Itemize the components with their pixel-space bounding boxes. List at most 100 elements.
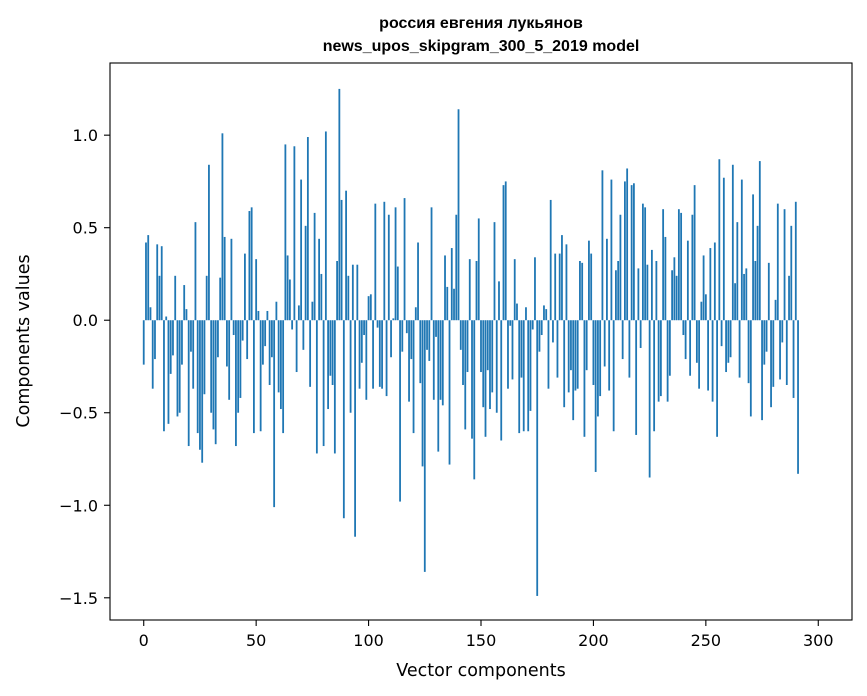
bar-50 xyxy=(255,259,258,321)
bar-231 xyxy=(662,209,665,321)
plot-frame xyxy=(109,62,853,621)
bar-19 xyxy=(185,309,188,321)
bar-75 xyxy=(311,301,314,321)
y-tick-label: −1.5 xyxy=(59,589,98,608)
bar-123 xyxy=(419,320,422,384)
bar-201 xyxy=(594,320,597,472)
bar-187 xyxy=(563,320,566,408)
bar-64 xyxy=(286,255,289,321)
bar-73 xyxy=(306,137,309,321)
bar-133 xyxy=(441,320,444,406)
bar-216 xyxy=(628,320,631,378)
bar-121 xyxy=(414,307,417,321)
bar-198 xyxy=(588,240,590,321)
bar-155 xyxy=(491,320,494,393)
x-tick-label: 250 xyxy=(691,631,722,650)
bar-31 xyxy=(212,320,215,430)
bar-165 xyxy=(513,259,516,321)
bar-84 xyxy=(331,320,334,385)
bar-237 xyxy=(675,275,678,321)
bar-37 xyxy=(226,320,228,367)
bar-128 xyxy=(430,207,433,321)
bar-94 xyxy=(354,320,356,537)
bar-1 xyxy=(145,242,147,321)
bar-251 xyxy=(707,320,709,391)
x-tick-label: 0 xyxy=(139,631,149,650)
bar-268 xyxy=(745,268,748,321)
bar-250 xyxy=(704,294,707,321)
bar-57 xyxy=(270,320,273,358)
bar-244 xyxy=(691,214,694,321)
bar-283 xyxy=(779,320,781,380)
bar-99 xyxy=(365,320,368,400)
bar-18 xyxy=(183,285,186,321)
bar-243 xyxy=(689,320,692,376)
bar-220 xyxy=(637,268,640,321)
bar-206 xyxy=(606,238,608,321)
bar-49 xyxy=(253,320,255,434)
bar-47 xyxy=(248,211,251,321)
bar-270 xyxy=(749,320,752,417)
bar-219 xyxy=(635,320,638,435)
bar-284 xyxy=(781,320,784,343)
bar-291 xyxy=(797,320,799,474)
bar-134 xyxy=(444,255,446,321)
y-tick-label: −1.0 xyxy=(59,496,98,515)
bar-67 xyxy=(293,146,296,321)
bar-173 xyxy=(531,320,534,330)
bar-58 xyxy=(273,320,276,508)
bar-257 xyxy=(720,320,723,347)
bar-6 xyxy=(156,244,159,321)
bar-193 xyxy=(576,320,579,389)
bar-232 xyxy=(664,236,667,321)
bar-254 xyxy=(713,242,716,321)
x-tick-label: 150 xyxy=(466,631,497,650)
bar-104 xyxy=(376,320,379,328)
bar-44 xyxy=(241,320,244,341)
bar-149 xyxy=(477,218,480,321)
bar-26 xyxy=(201,320,204,463)
bar-211 xyxy=(617,261,620,321)
bar-162 xyxy=(507,320,509,389)
y-tick-label: −0.5 xyxy=(59,404,98,423)
bar-249 xyxy=(702,255,705,321)
bar-4 xyxy=(151,320,154,389)
bar-156 xyxy=(493,222,496,321)
bar-267 xyxy=(743,273,745,321)
bar-34 xyxy=(219,277,222,321)
bar-91 xyxy=(347,275,350,321)
bar-76 xyxy=(313,212,316,321)
bar-159 xyxy=(500,320,503,441)
bar-81 xyxy=(324,131,327,321)
bar-54 xyxy=(264,320,267,347)
bar-74 xyxy=(309,320,312,387)
bar-8 xyxy=(160,246,163,321)
bar-195 xyxy=(581,262,584,321)
bar-17 xyxy=(181,320,183,365)
bar-260 xyxy=(727,320,730,363)
bar-288 xyxy=(790,225,793,321)
bar-63 xyxy=(284,144,287,321)
bar-212 xyxy=(619,214,622,321)
bar-66 xyxy=(291,320,294,330)
bar-144 xyxy=(466,320,469,373)
bar-197 xyxy=(585,320,588,371)
bar-166 xyxy=(516,303,518,321)
bar-120 xyxy=(412,320,415,434)
bar-233 xyxy=(666,320,669,402)
bar-176 xyxy=(538,320,541,352)
bar-83 xyxy=(329,320,332,376)
bar-223 xyxy=(644,207,647,321)
bar-126 xyxy=(426,320,428,350)
bar-186 xyxy=(561,235,563,321)
bar-43 xyxy=(239,320,242,398)
bar-271 xyxy=(752,194,754,321)
bar-246 xyxy=(695,320,698,363)
bar-51 xyxy=(257,310,260,321)
bar-108 xyxy=(385,320,388,397)
bar-111 xyxy=(392,318,395,321)
bar-217 xyxy=(630,185,633,321)
bar-48 xyxy=(250,207,253,321)
bar-33 xyxy=(217,320,219,358)
bar-280 xyxy=(772,320,775,387)
